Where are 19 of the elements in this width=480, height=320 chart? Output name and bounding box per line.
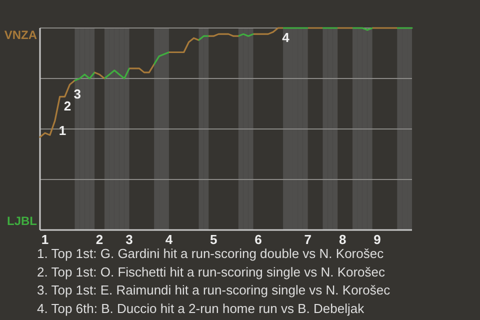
x-tick-label: 1 [41,232,49,247]
x-tick-label: 7 [304,232,312,247]
text: 1. Top 1st: G. Gardini hit a run-scoring double vs N. Korošec [37,246,384,261]
text: VNZA [4,28,38,42]
x-tick-label: 2 [96,232,104,247]
x-tick-label: 9 [374,232,381,247]
annotation: 2 [64,98,72,114]
x-tick-label: 3 [126,232,133,247]
text: LJBL [7,214,37,228]
text: 2. Top 1st: O. Fischetti hit a run-scoring single vs N. Korošec [37,264,386,280]
text: 4. Top 6th: B. Duccio hit a 2-run home run vs B. Debeljak [37,300,365,316]
annotation: 3 [74,86,81,102]
x-tick-label: 8 [338,232,346,247]
text: 3. Top 1st: E. Raimundi hit a run-scoring single vs N. Korošec [37,282,391,298]
annotation: 4 [282,30,290,45]
x-tick-label: 6 [254,232,262,247]
x-tick-label: 4 [165,232,174,247]
x-tick-label: 5 [210,232,218,247]
annotation: 1 [58,122,66,138]
